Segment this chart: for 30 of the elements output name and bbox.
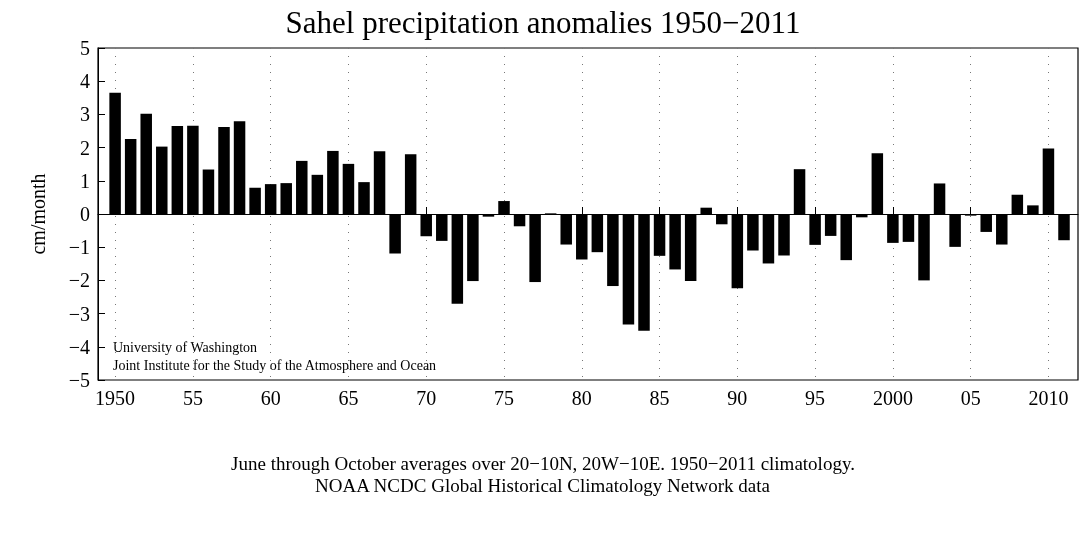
y-tick-label: 5 <box>80 37 90 59</box>
y-tick-label: −5 <box>68 369 90 391</box>
x-tick-label: 80 <box>571 387 592 409</box>
y-tick-label: −2 <box>68 269 90 292</box>
x-tick-label: 1950 <box>95 387 136 409</box>
text: June through October averages over 20−10N, 20W−10E. 1950−2011 climatology. <box>231 453 855 474</box>
x-tick-label: 75 <box>494 387 514 409</box>
y-tick-label: 2 <box>80 136 90 159</box>
text: NOAA NCDC Global Historical Climatology Network data <box>315 475 771 496</box>
y-tick-label: −3 <box>68 302 90 325</box>
y-tick-label: 1 <box>80 169 90 192</box>
x-tick-label: 2010 <box>1028 387 1069 409</box>
y-tick-label: −1 <box>68 236 90 259</box>
y-tick-label: 3 <box>80 103 90 126</box>
x-tick-label: 2000 <box>872 387 913 409</box>
x-tick-label: 70 <box>416 387 437 409</box>
x-tick-label: 60 <box>260 387 281 409</box>
y-tick-label: 4 <box>80 70 90 93</box>
x-tick-label: 85 <box>649 387 670 409</box>
x-tick-label: 90 <box>727 387 748 409</box>
y-tick-label: −4 <box>68 335 90 358</box>
annotation: Joint Institute for the Study of the Atmosphere and Ocean <box>113 357 437 373</box>
x-tick-label: 65 <box>338 387 359 409</box>
x-tick-label: 05 <box>960 387 981 409</box>
y-tick-label: 0 <box>80 203 90 225</box>
x-tick-label: 55 <box>182 387 203 409</box>
x-tick-label: 95 <box>805 387 826 409</box>
y-axis-title: cm/month <box>27 173 49 255</box>
annotation: University of Washington <box>113 339 258 355</box>
chart-title: Sahel precipitation anomalies 1950−2011 <box>285 5 801 40</box>
